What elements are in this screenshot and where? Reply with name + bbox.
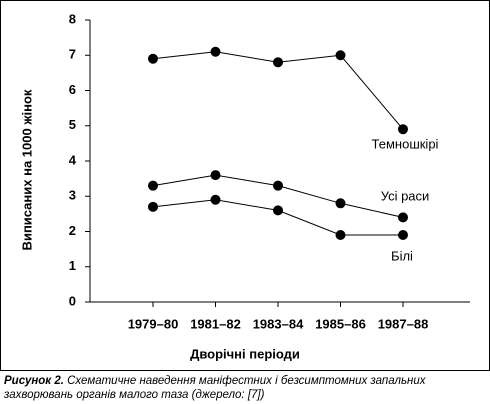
- data-point: [398, 124, 408, 135]
- y-tick-label: 2: [69, 223, 76, 238]
- caption: Рисунок 2. Схематичне наведення маніфест…: [4, 374, 488, 402]
- data-point: [273, 57, 283, 68]
- x-tick-label: 1981–82: [190, 316, 241, 331]
- data-point: [398, 230, 408, 241]
- data-point: [210, 46, 221, 57]
- x-axis-title: Дворічні періоди: [190, 346, 300, 361]
- data-point: [335, 230, 346, 241]
- x-tick-label: 1979–80: [128, 316, 179, 331]
- data-point: [273, 205, 283, 216]
- series-label: Білі: [391, 248, 413, 263]
- series-label: Усі раси: [381, 188, 430, 203]
- x-tick-label: 1987–88: [378, 316, 429, 331]
- x-tick-label: 1985–86: [315, 316, 366, 331]
- y-tick-label: 0: [69, 293, 76, 308]
- data-point: [148, 201, 158, 212]
- y-tick-label: 3: [69, 188, 76, 203]
- data-point: [335, 198, 346, 209]
- data-point: [210, 170, 221, 181]
- data-point: [148, 180, 158, 191]
- y-tick-label: 4: [69, 152, 77, 167]
- chart: Дворічні періоди Виписаних на 1000 жінок…: [0, 0, 490, 371]
- x-tick-label: 1983–84: [253, 316, 304, 331]
- caption-text: Схематичне наведення маніфестних і безси…: [4, 375, 426, 401]
- data-point: [398, 212, 408, 223]
- y-tick-label: 7: [69, 47, 76, 62]
- y-axis-title: Виписаних на 1000 жінок: [19, 89, 34, 250]
- y-tick-label: 8: [69, 11, 76, 26]
- y-tick-label: 6: [69, 82, 76, 97]
- data-point: [210, 194, 221, 205]
- series-label: Темношкірі: [372, 136, 439, 151]
- y-tick-label: 5: [69, 117, 76, 132]
- series-line: [152, 199, 403, 236]
- caption-label: Рисунок 2.: [4, 375, 64, 387]
- data-point: [335, 50, 346, 61]
- y-tick-label: 1: [69, 258, 76, 273]
- data-point: [273, 180, 283, 191]
- data-point: [148, 53, 158, 64]
